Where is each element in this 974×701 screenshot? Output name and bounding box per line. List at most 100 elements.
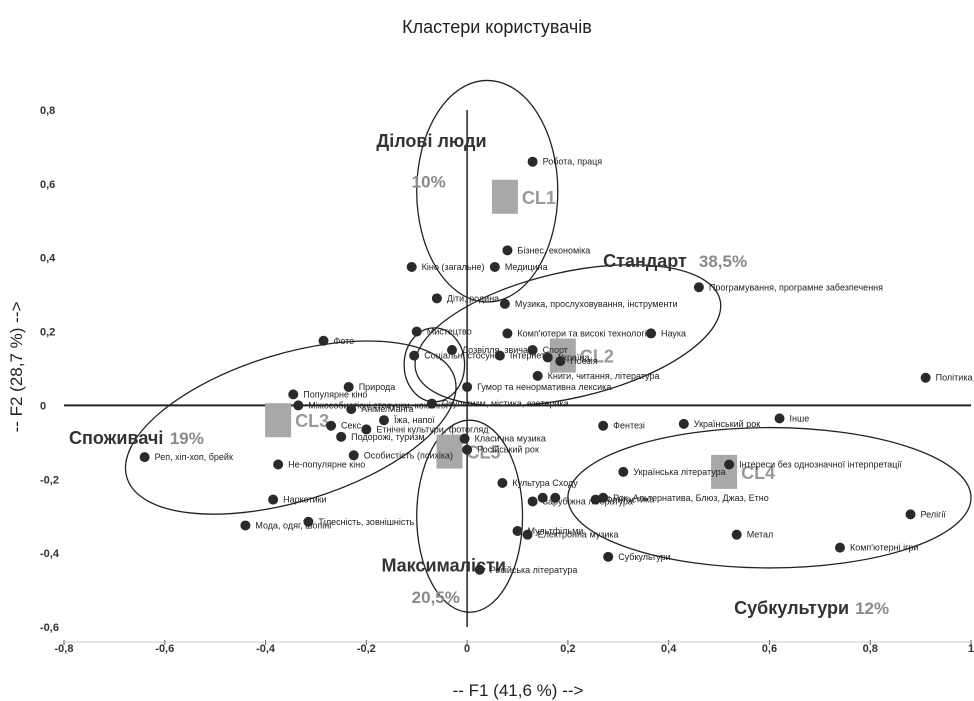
data-point	[774, 413, 785, 424]
x-tick-label: -0,2	[357, 643, 376, 655]
data-point	[293, 400, 304, 411]
point-label: Інтереси без однозначної інтерпретації	[739, 460, 902, 470]
data-point	[598, 492, 609, 503]
data-point	[406, 261, 417, 272]
point-label: Окультизм, містика, езотерика	[442, 399, 569, 409]
point-label: Дозвілля, звичаї	[462, 345, 531, 355]
data-point	[303, 516, 314, 527]
data-point	[139, 452, 150, 463]
data-point	[678, 418, 689, 429]
point-label: Їжа, напої	[394, 415, 435, 425]
y-tick-label: -0,6	[40, 622, 59, 634]
point-label: Природа	[359, 382, 396, 392]
point-label: Тілесність, зовнішність	[318, 517, 414, 527]
point-label: Метал	[747, 530, 774, 540]
y-tick-label: 0,4	[40, 253, 56, 265]
data-point	[474, 564, 485, 575]
data-point	[336, 431, 347, 442]
point-label: Гумор та ненормативна лексика	[477, 382, 611, 392]
point-label: Книги, читання, література	[548, 371, 660, 381]
point-label: Не-популярне кіно	[288, 460, 365, 470]
x-tick-label: 0,6	[762, 643, 777, 655]
centroid-marker	[265, 403, 292, 438]
data-point	[326, 420, 337, 431]
data-point	[318, 335, 329, 346]
data-point	[527, 345, 538, 356]
data-point	[346, 404, 357, 415]
cluster-name: Ділові люди	[376, 131, 486, 151]
y-axis-label: -- F2 (28,7 %) -->	[7, 302, 26, 433]
centroid-label: CL1	[522, 188, 556, 208]
data-point	[361, 424, 372, 435]
point-label: Подорожі, туризм	[351, 432, 424, 442]
cluster-percent: 19%	[170, 429, 204, 448]
data-point	[537, 492, 548, 503]
point-label: Україна	[558, 352, 590, 362]
cluster-percent: 10%	[412, 173, 446, 192]
point-label: Електронна музика	[538, 530, 619, 540]
data-point	[905, 509, 916, 520]
cluster-name: Максималісти	[381, 556, 506, 576]
point-label: Програмування, програмне забезпечення	[709, 282, 883, 292]
x-tick-label: 0,4	[661, 643, 677, 655]
data-point	[268, 494, 279, 505]
point-label: Мультфільми	[528, 526, 584, 536]
x-tick-label: 0	[464, 643, 470, 655]
point-label: Музика, прослуховування, інструменти	[515, 299, 678, 309]
data-point	[646, 328, 657, 339]
data-point	[426, 398, 437, 409]
x-tick-label: 0,2	[560, 643, 575, 655]
y-tick-label: 0,8	[40, 105, 55, 117]
point-label: Російська література	[490, 565, 578, 575]
point-label: Релігії	[921, 509, 947, 519]
centroid-marker	[711, 454, 738, 489]
y-tick-label: 0,2	[40, 327, 55, 339]
cluster-ellipse	[416, 419, 524, 613]
point-label: Український рок	[694, 419, 760, 429]
point-label: Інтернет	[510, 351, 545, 361]
cluster-ellipse	[416, 79, 559, 303]
centroid-label: CL3	[295, 411, 329, 431]
point-label: Поезія	[570, 356, 597, 366]
point-label: Культура Сходу	[512, 478, 578, 488]
data-point	[409, 350, 420, 361]
point-label: Етнічні культури, фотогляд	[376, 424, 489, 434]
point-label: Політика	[936, 373, 973, 383]
y-tick-label: 0	[40, 400, 46, 412]
cluster-ellipse	[124, 340, 457, 515]
data-point	[459, 433, 470, 444]
data-point	[693, 282, 704, 293]
data-point	[462, 381, 473, 392]
data-point	[724, 459, 735, 470]
cluster-name: Стандарт	[603, 251, 687, 271]
point-label: Бізнес, економіка	[517, 245, 590, 255]
x-tick-label: -0,6	[155, 643, 174, 655]
cluster-ellipse	[567, 426, 972, 569]
x-tick-label: 1	[968, 643, 974, 655]
data-point	[489, 261, 500, 272]
cluster-name: Субкультури	[734, 598, 849, 618]
x-axis-label: -- F1 (41,6 %) -->	[453, 681, 584, 700]
point-label: Наркотики	[283, 495, 326, 505]
data-point	[512, 525, 523, 536]
chart-title: Кластери користувачів	[402, 17, 592, 37]
data-point	[348, 450, 359, 461]
point-label: Робота, праця	[543, 157, 603, 167]
point-label: Особистість (психіка)	[364, 450, 453, 460]
point-label: Медицина	[505, 262, 548, 272]
data-point	[499, 298, 510, 309]
centroid-marker	[491, 179, 518, 214]
point-label: Популярне кіно	[303, 389, 367, 399]
cluster-percent: 38,5%	[699, 252, 747, 271]
data-point	[731, 529, 742, 540]
data-point	[834, 542, 845, 553]
point-label: Інше	[790, 413, 810, 423]
data-point	[288, 389, 299, 400]
point-label: Кіно (загальне)	[422, 262, 485, 272]
cluster-ellipse	[403, 327, 466, 403]
point-label: Мода, одяг, шопінг	[255, 520, 333, 530]
point-label: Спорт	[543, 345, 568, 355]
data-point	[240, 520, 251, 531]
point-label: Наука	[661, 328, 686, 338]
